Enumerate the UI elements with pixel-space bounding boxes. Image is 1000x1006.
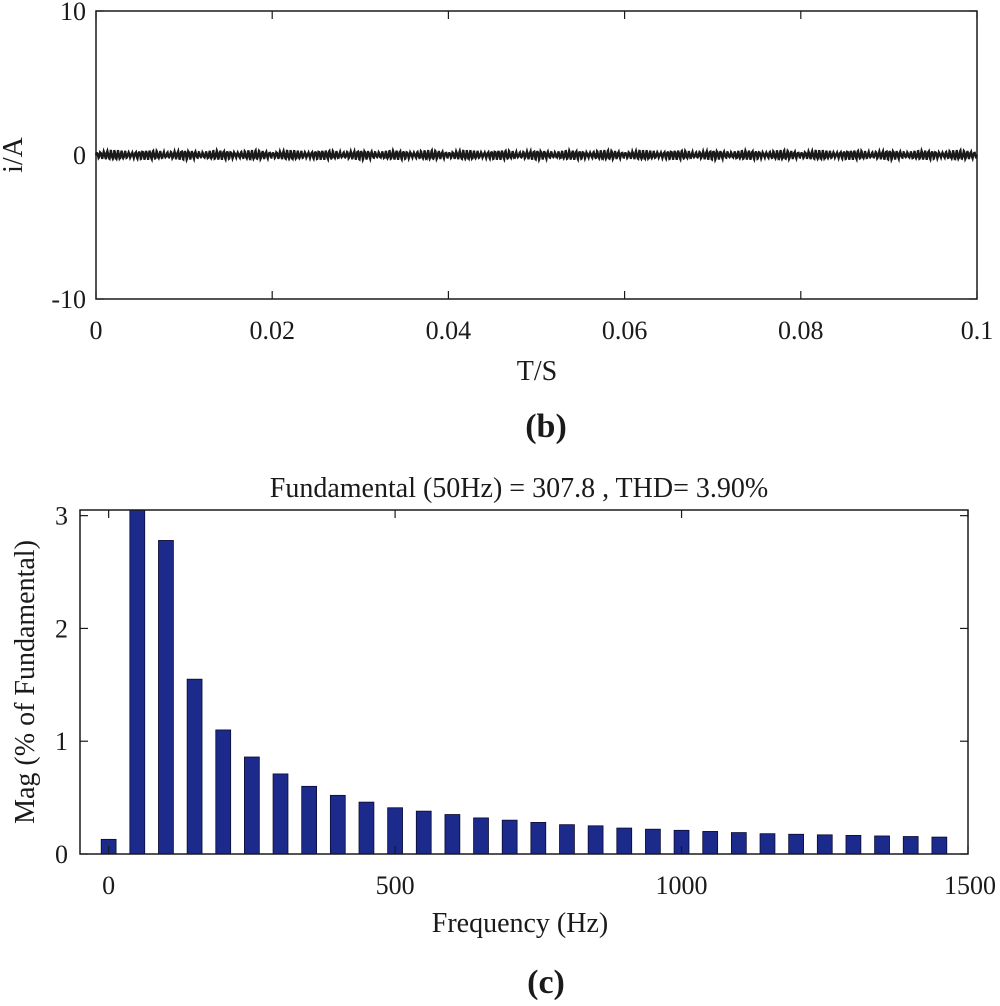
harmonic-spectrum-chart: Fundamental (50Hz) = 307.8 , THD= 3.90% … bbox=[10, 473, 996, 1001]
harmonic-bar bbox=[158, 540, 174, 855]
y-tick-label-c: 1 bbox=[55, 727, 68, 756]
y-tick-labels-b: 10 0 -10 bbox=[51, 0, 977, 314]
chart-title-c: Fundamental (50Hz) = 307.8 , THD= 3.90% bbox=[270, 473, 768, 504]
harmonic-bar bbox=[501, 819, 518, 855]
x-tick-labels-b: 0 0.02 0.04 0.06 0.08 0.1 bbox=[90, 11, 994, 345]
harmonic-bar bbox=[931, 836, 948, 855]
x-tick-label-b: 0.06 bbox=[602, 316, 648, 345]
x-tick-label-b: 0.1 bbox=[961, 316, 994, 345]
harmonic-bar bbox=[874, 835, 890, 855]
x-tick-label-c: 500 bbox=[376, 871, 415, 900]
x-tick-label-b: 0.02 bbox=[249, 316, 295, 345]
x-tick-label-c: 1500 bbox=[944, 871, 996, 900]
x-tick-labels-c: 0 500 1000 1500 bbox=[102, 510, 996, 900]
y-tick-labels-c: 0 1 2 3 bbox=[55, 502, 968, 869]
current-waveform-chart: 100-10 0 0.02 0.04 0.06 0.08 0.1 T/S i/A (b) bbox=[0, 0, 993, 445]
harmonic-bar bbox=[559, 824, 575, 855]
harmonic-bar bbox=[186, 678, 203, 855]
harmonic-bar bbox=[616, 827, 633, 855]
harmonic-bar bbox=[329, 794, 346, 855]
y-axis-label-b: i/A bbox=[0, 136, 29, 173]
current-series bbox=[94, 146, 979, 164]
plot-area-c bbox=[79, 509, 969, 855]
x-tick-label-c: 0 bbox=[102, 871, 115, 900]
y-tick-label-b: -10 bbox=[51, 285, 86, 314]
harmonic-bar bbox=[215, 729, 232, 855]
caption-b: (b) bbox=[525, 408, 567, 445]
harmonic-bar bbox=[129, 509, 146, 855]
current-trace bbox=[94, 146, 979, 164]
harmonic-bar bbox=[444, 814, 461, 855]
harmonic-bar bbox=[244, 756, 260, 855]
y-tick-label-b: 0 bbox=[73, 141, 86, 170]
harmonic-bar bbox=[845, 834, 862, 855]
x-axis-label-b: T/S bbox=[517, 356, 557, 387]
x-axis-label-c: Frequency (Hz) bbox=[432, 908, 608, 939]
harmonic-bar bbox=[759, 833, 776, 855]
harmonic-bar bbox=[902, 836, 919, 855]
harmonic-bar bbox=[415, 810, 432, 855]
harmonic-bar bbox=[272, 773, 289, 855]
y-tick-label-c: 2 bbox=[55, 614, 68, 643]
y-axis-label-c: Mag (% of Fundamental) bbox=[10, 540, 41, 824]
harmonic-bar bbox=[730, 832, 747, 855]
harmonic-bar bbox=[788, 833, 804, 855]
harmonic-bar bbox=[702, 831, 719, 855]
harmonic-bar bbox=[301, 785, 318, 855]
x-tick-label-b: 0 bbox=[90, 316, 103, 345]
harmonic-bar bbox=[645, 828, 661, 855]
harmonic-bars bbox=[100, 509, 948, 855]
caption-c: (c) bbox=[527, 964, 565, 1001]
y-tick-label-b: 10 bbox=[60, 0, 86, 26]
x-tick-label-b: 0.04 bbox=[426, 316, 472, 345]
y-tick-label-c: 0 bbox=[55, 840, 68, 869]
y-tick-label-c: 3 bbox=[55, 502, 68, 531]
harmonic-bar bbox=[816, 834, 833, 855]
harmonic-bar bbox=[358, 801, 375, 855]
harmonic-bar bbox=[587, 825, 604, 855]
harmonic-bar bbox=[473, 817, 489, 855]
harmonic-bar bbox=[530, 822, 547, 855]
x-tick-label-b: 0.08 bbox=[778, 316, 824, 345]
x-tick-label-c: 1000 bbox=[656, 871, 708, 900]
